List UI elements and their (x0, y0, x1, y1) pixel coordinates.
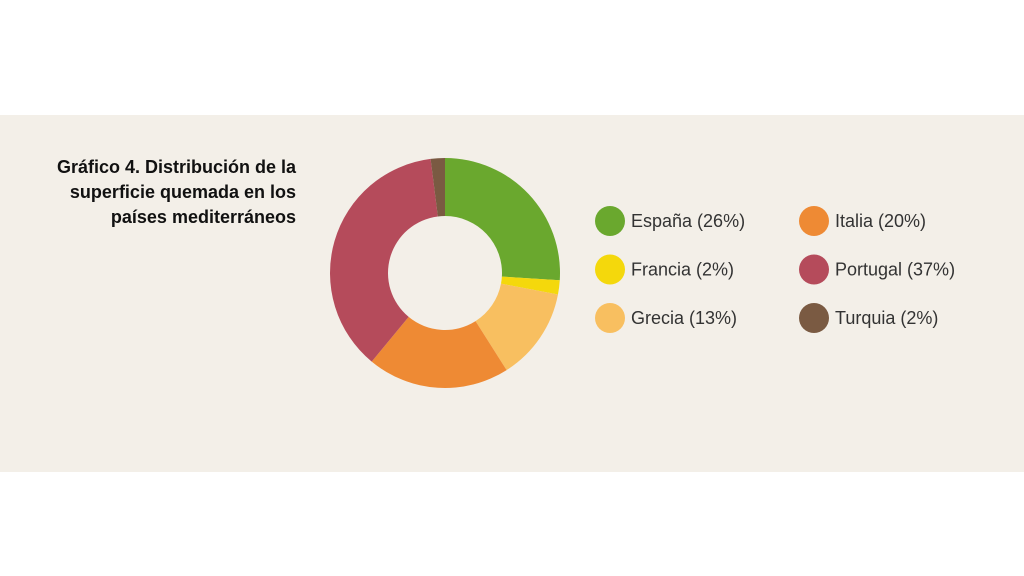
legend-swatch (595, 303, 625, 333)
legend-swatch (799, 303, 829, 333)
donut-slice (500, 276, 560, 295)
legend-swatch (799, 254, 829, 285)
donut-slice (329, 158, 438, 362)
legend-label: Portugal (37%) (835, 259, 955, 279)
donut-slice (371, 316, 507, 388)
donut-slice (475, 283, 558, 371)
legend-swatch (595, 254, 625, 285)
legend-swatch (595, 206, 625, 236)
legend-label: Francia (2%) (631, 259, 734, 279)
legend-label: España (26%) (631, 211, 745, 231)
donut-slice (430, 158, 445, 217)
legend-label: Italia (20%) (835, 211, 926, 231)
chart-title: Gráfico 4. Distribución de la superficie… (56, 157, 296, 227)
legend-label: Turquia (2%) (835, 308, 938, 328)
donut-slice (445, 158, 560, 281)
legend-swatch (799, 206, 829, 236)
legend-label: Grecia (13%) (631, 308, 737, 328)
